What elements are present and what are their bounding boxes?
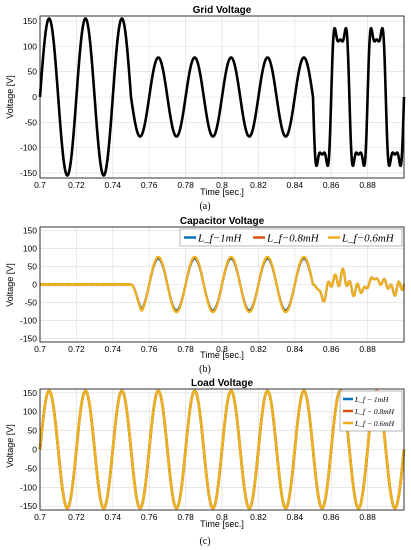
y-tick-label: 100: [23, 407, 37, 417]
legend-label: L_f−1mH: [197, 233, 243, 245]
x-tick-label: 0.88: [359, 512, 376, 522]
tick-layer: 0.7 0.72 0.74 0.76 0.78 0.8 0.82 0.84 0.86 0.88 15…: [20, 16, 376, 190]
y-tick-label: -150: [20, 333, 37, 343]
y-tick-label: 0: [32, 280, 37, 290]
x-tick-label: 0.76: [141, 512, 158, 522]
y-tick-label: 50: [28, 262, 38, 272]
x-tick-label: 0.88: [359, 180, 376, 190]
x-tick-label: 0.88: [359, 344, 376, 354]
y-tick-label: 0: [32, 92, 37, 102]
x-tick-label: 0.74: [105, 180, 122, 190]
x-tick-label: 0.84: [287, 180, 304, 190]
x-tick-label: 0.86: [323, 344, 340, 354]
grid-voltage-panel: Grid Voltage 0.7 0.72 0.74 0.76 0.78 0.8 0.82 0…: [5, 5, 406, 212]
x-tick-label: 0.72: [68, 180, 85, 190]
x-tick-label: 0.82: [250, 344, 267, 354]
legend-label: L_f − 0.8mH: [354, 407, 395, 416]
y-tick-label: -150: [20, 168, 37, 178]
legend: L_f−1mH L_f−0.8mH L_f−0.6mH: [179, 228, 403, 247]
x-tick-label: 0.78: [177, 344, 194, 354]
y-tick-label: 0: [32, 445, 37, 455]
chart-title: Capacitor Voltage: [180, 216, 265, 227]
x-tick-label: 0.72: [68, 344, 85, 354]
legend-label: L_f − 1mH: [354, 395, 389, 404]
legend-box: [179, 228, 403, 247]
x-tick-label: 0.74: [105, 512, 122, 522]
series-layer: [38, 17, 406, 177]
series-line: [39, 255, 406, 314]
series-line: [38, 17, 406, 177]
y-tick-label: -100: [20, 143, 37, 153]
y-axis-label: Voltage [V]: [5, 424, 15, 468]
chart-title: Load Voltage: [191, 378, 253, 389]
y-tick-label: 100: [23, 244, 37, 254]
plot-frame: [39, 15, 405, 179]
y-tick-label: -50: [25, 117, 38, 127]
x-tick-label: 0.7: [34, 180, 46, 190]
y-tick-label: 100: [23, 41, 37, 51]
y-tick-label: 50: [28, 67, 38, 77]
y-tick-label: -100: [20, 482, 37, 492]
x-tick-label: 0.84: [287, 344, 304, 354]
legend-box: [339, 390, 403, 432]
capacitor-voltage-panel: Capacitor Voltage 0.7 0.72 0.74 0.76 0.78 0.8…: [5, 216, 406, 375]
x-tick-label: 0.82: [250, 180, 267, 190]
legend-label: L_f−0.8mH: [266, 233, 320, 245]
y-tick-label: -50: [25, 297, 38, 307]
x-tick-label: 0.86: [323, 180, 340, 190]
x-tick-label: 0.78: [177, 512, 194, 522]
y-tick-label: -150: [20, 501, 37, 511]
x-axis-label: Time [sec.]: [200, 187, 244, 197]
legend: L_f − 1mH L_f − 0.8mH L_f − 0.6mH: [339, 390, 403, 432]
x-tick-label: 0.8: [216, 512, 228, 522]
y-tick-label: 150: [23, 226, 37, 236]
panel-caption: (c): [199, 536, 210, 547]
x-tick-label: 0.72: [68, 512, 85, 522]
tick-layer: 0.7 0.72 0.74 0.76 0.78 0.8 0.82 0.84 0.86 0.88 15…: [20, 388, 376, 522]
y-tick-label: -50: [25, 463, 38, 473]
panel-caption: (a): [199, 201, 210, 212]
x-tick-label: 0.82: [250, 512, 267, 522]
chart-title: Grid Voltage: [193, 5, 252, 16]
x-tick-label: 0.86: [323, 512, 340, 522]
x-tick-label: 0.76: [141, 180, 158, 190]
x-tick-label: 0.7: [34, 344, 46, 354]
x-tick-label: 0.76: [141, 344, 158, 354]
x-tick-label: 0.78: [177, 180, 194, 190]
load-voltage-panel: Load Voltage 0.7 0.72 0.74 0.76 0.78 0.8 0.82 0…: [5, 378, 406, 547]
x-tick-label: 0.84: [287, 512, 304, 522]
x-tick-label: 0.7: [34, 512, 46, 522]
legend-label: L_f − 0.6mH: [354, 419, 395, 428]
tick-layer: 0.7 0.72 0.74 0.76 0.78 0.8 0.82 0.84 0.86 0.88 15…: [20, 226, 376, 354]
y-axis-label: Voltage [V]: [5, 263, 15, 307]
plot-frame: [39, 388, 405, 511]
y-tick-label: 150: [23, 16, 37, 26]
series-layer: [39, 255, 406, 314]
y-tick-label: 150: [23, 388, 37, 398]
y-axis-label: Voltage [V]: [5, 75, 15, 119]
y-tick-label: -100: [20, 315, 37, 325]
x-tick-label: 0.74: [105, 344, 122, 354]
x-axis-label: Time [sec.]: [200, 350, 244, 360]
x-axis-label: Time [sec.]: [200, 519, 244, 529]
panel-caption: (b): [199, 364, 211, 375]
x-tick-label: 0.8: [216, 180, 228, 190]
plot-frame: [39, 226, 405, 343]
legend-label: L_f−0.6mH: [341, 233, 395, 245]
y-tick-label: 50: [28, 426, 38, 436]
x-tick-label: 0.8: [216, 344, 228, 354]
